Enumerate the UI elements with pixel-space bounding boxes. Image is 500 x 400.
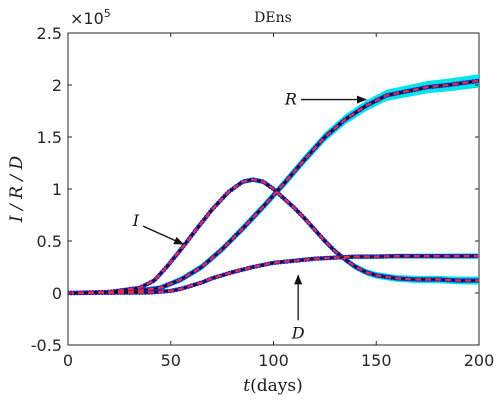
x-tick-label: 150 [361,351,392,370]
deaths-ensemble-line [68,255,479,295]
x-axis-unit: (days) [250,376,303,396]
x-axis-ticks: 0 50 100 150 200 [63,33,494,370]
x-tick-label: 50 [161,351,181,370]
exponent-base: ×10 [70,9,104,28]
x-axis-var: t [243,376,250,396]
recovered-ensemble-line [68,79,479,295]
y-axis-ticks: -0.5 0 0.5 1 1.5 2 2.5 [31,24,479,355]
x-axis-label: t(days) [243,376,302,396]
annotations: I R D [132,90,367,342]
y-tick-label: 2 [52,76,62,95]
annotation-i-label: I [132,211,140,230]
y-tick-label: 2.5 [37,24,62,43]
x-tick-label: 200 [464,351,495,370]
y-axis-label: I / R / D [7,156,27,224]
annotation-i-arrow [142,225,184,245]
infected-ensemble-line [68,178,479,295]
y-tick-label: 1 [52,180,62,199]
y-tick-label: 1.5 [37,128,62,147]
x-tick-label: 100 [258,351,289,370]
exponent-label: ×105 [70,7,111,28]
y-tick-label: -0.5 [31,336,62,355]
plot-area [67,32,480,346]
chart-title: DEns [254,10,292,26]
exponent-power: 5 [104,7,111,20]
x-tick-label: 0 [63,351,73,370]
annotation-d-label: D [291,323,305,342]
y-tick-label: 0.5 [37,232,62,251]
annotation-r-label: R [284,90,297,109]
series-layer [68,74,479,296]
infected-band [68,177,479,294]
y-tick-label: 0 [52,284,62,303]
